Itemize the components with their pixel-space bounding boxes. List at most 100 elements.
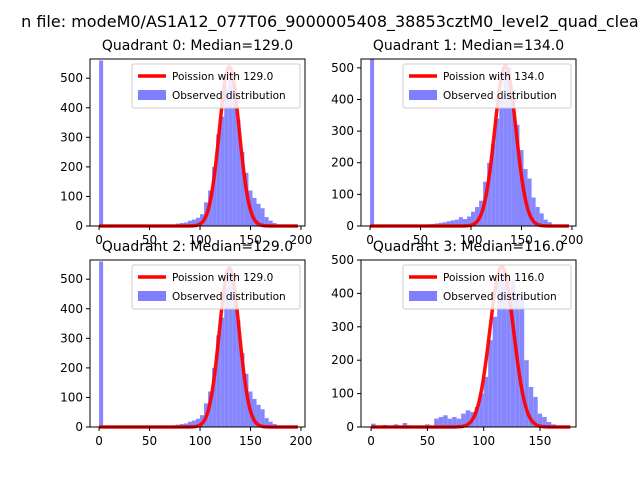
x-tick-label: 50 — [142, 434, 157, 448]
histogram-bar — [497, 280, 502, 427]
axes-frame — [360, 58, 577, 227]
histogram-bar — [195, 217, 201, 226]
legend-box — [131, 264, 301, 310]
histogram-bar — [220, 317, 225, 427]
histogram-bar — [528, 386, 534, 427]
histogram-bar — [491, 143, 496, 226]
legend-label: Poission with 129.0 — [172, 71, 273, 83]
histogram-bar — [503, 71, 508, 226]
histogram-bar — [240, 152, 245, 226]
histogram-bar — [236, 119, 241, 226]
axes-frame — [89, 58, 306, 227]
x-tick-label: 50 — [420, 434, 435, 448]
histogram-bar — [531, 197, 536, 226]
histogram-bar — [187, 421, 192, 427]
histogram-bar — [487, 162, 492, 226]
histogram-bar — [195, 418, 201, 427]
y-tick-label: 400 — [60, 302, 83, 316]
histogram-bar — [458, 217, 463, 226]
y-tick-label: 400 — [331, 92, 354, 106]
histogram-bar — [461, 413, 466, 427]
y-tick-label: 200 — [60, 160, 83, 174]
histogram-bar — [232, 87, 237, 226]
histogram-bar — [402, 422, 408, 427]
histogram-bar — [220, 116, 225, 226]
histogram-bar — [438, 416, 444, 427]
y-tick-label: 300 — [60, 130, 83, 144]
x-tick-label: 150 — [239, 233, 262, 247]
histogram-bar — [99, 261, 104, 427]
histogram-bar — [256, 404, 261, 427]
histogram-bar — [191, 219, 196, 226]
histogram-bar — [212, 166, 217, 226]
histogram-bar — [216, 134, 221, 226]
histogram-bar — [506, 293, 511, 427]
y-tick-label: 500 — [60, 272, 83, 286]
histogram-bar — [260, 409, 265, 427]
histogram-bar — [252, 398, 257, 427]
histogram-bar — [537, 413, 543, 427]
y-tick-label: 0 — [75, 219, 83, 233]
histogram-bar — [99, 60, 104, 226]
x-tick-label: 200 — [290, 434, 313, 448]
y-tick-label: 500 — [331, 253, 354, 267]
panel-title: Quadrant 2: Median=129.0 — [102, 239, 293, 255]
histogram-bar — [232, 288, 237, 427]
x-tick-label: 0 — [367, 434, 375, 448]
histogram-bar — [535, 207, 540, 226]
histogram-bar — [546, 421, 552, 427]
histogram-bar — [240, 353, 245, 427]
y-tick-label: 100 — [331, 187, 354, 201]
y-tick-label: 100 — [60, 390, 83, 404]
legend-box — [402, 264, 572, 310]
x-tick-label: 200 — [561, 233, 584, 247]
y-tick-label: 0 — [346, 219, 354, 233]
histogram-bar — [495, 118, 500, 226]
histogram-bar — [533, 396, 538, 427]
histogram-bar — [524, 360, 529, 427]
histogram-bar — [264, 418, 269, 427]
histogram-bar — [471, 211, 476, 226]
y-tick-label: 100 — [331, 387, 354, 401]
y-tick-label: 500 — [331, 61, 354, 75]
histogram-bar — [434, 418, 439, 427]
quadrant-0-panel: Quadrant 0: Median=129.0 0 50 100 150 200 0 100… — [60, 38, 312, 247]
histogram-bar — [483, 376, 489, 427]
panel-title: Quadrant 1: Median=134.0 — [373, 38, 564, 54]
x-tick-label: 100 — [460, 233, 483, 247]
legend-label: Poission with 129.0 — [172, 272, 273, 284]
x-tick-label: 150 — [510, 233, 533, 247]
quadrant-1-panel: Quadrant 1: Median=134.0 0 50 100 150 200 0 100… — [331, 38, 583, 247]
y-tick-label: 100 — [60, 189, 83, 203]
legend-box — [131, 63, 301, 109]
legend-label: Poission with 134.0 — [443, 71, 544, 83]
y-tick-label: 400 — [60, 101, 83, 115]
y-tick-label: 200 — [331, 156, 354, 170]
y-tick-label: 200 — [60, 361, 83, 375]
legend-bar-swatch — [138, 90, 166, 100]
histogram-bar — [212, 367, 217, 427]
histogram-bar — [501, 273, 507, 427]
histogram-bar — [456, 418, 462, 427]
histogram-bar — [252, 197, 257, 226]
histogram-bar — [515, 124, 520, 226]
x-tick-label: 100 — [189, 434, 212, 448]
axes-frame — [89, 259, 306, 428]
histogram-bar — [260, 208, 265, 226]
histogram-bar — [454, 219, 459, 226]
histogram-bar — [543, 219, 548, 226]
histogram-bar — [510, 280, 516, 427]
legend-bar-swatch — [409, 291, 437, 301]
x-tick-label: 0 — [95, 233, 103, 247]
y-tick-label: 0 — [75, 420, 83, 434]
histogram-bar — [492, 316, 498, 427]
x-tick-label: 50 — [413, 233, 428, 247]
y-tick-label: 500 — [60, 71, 83, 85]
histogram-bar — [443, 415, 448, 427]
histogram-bar — [228, 273, 233, 427]
histogram-bar — [264, 217, 269, 226]
y-tick-label: 300 — [60, 331, 83, 345]
histogram-bar — [228, 72, 233, 226]
histogram-bar — [519, 296, 525, 427]
